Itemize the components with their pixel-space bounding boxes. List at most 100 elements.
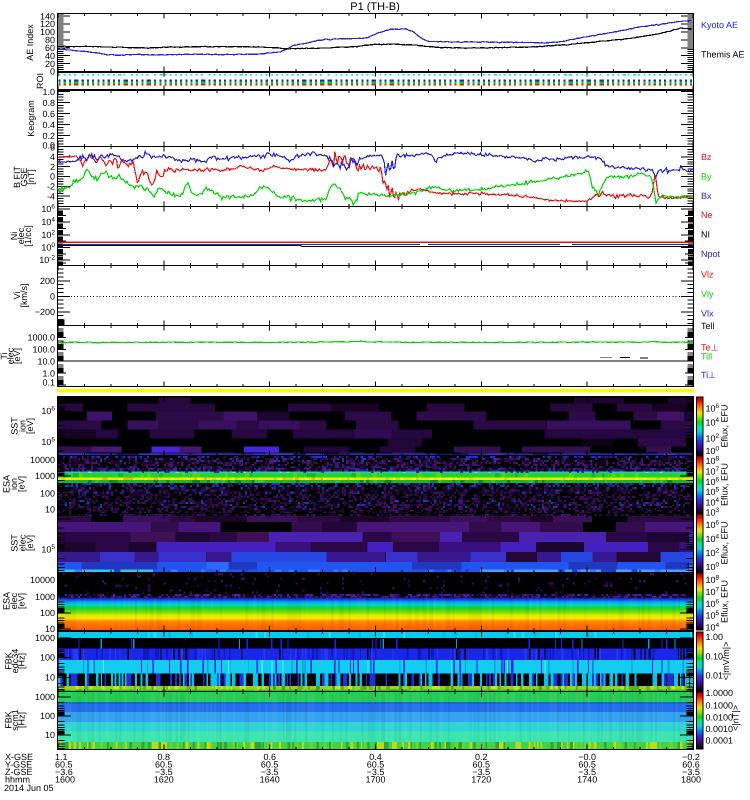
svg-text:105: 105: [706, 487, 720, 498]
svg-text:120: 120: [40, 19, 55, 29]
svg-text:NI: NI: [701, 229, 710, 239]
svg-text:102: 102: [41, 230, 55, 241]
svg-text:108: 108: [706, 575, 720, 586]
svg-text:[km/s]: [km/s]: [19, 284, 29, 308]
svg-text:100: 100: [40, 711, 55, 721]
svg-text:1.0: 1.0: [42, 368, 55, 378]
svg-text:60: 60: [45, 43, 55, 53]
svg-text:100.0: 100.0: [32, 345, 55, 355]
svg-text:60.5: 60.5: [155, 760, 173, 770]
svg-text:104: 104: [706, 622, 720, 633]
svg-text:60.5: 60.5: [367, 760, 385, 770]
svg-text:0: 0: [50, 292, 55, 302]
svg-text:60.6: 60.6: [682, 760, 700, 770]
svg-text:0: 0: [50, 67, 55, 77]
svg-text:0.2: 0.2: [42, 131, 55, 141]
svg-text:1720: 1720: [471, 775, 491, 785]
svg-text:−3.5: −3.5: [578, 767, 596, 777]
svg-text:0.6: 0.6: [42, 109, 55, 119]
svg-text:0.0010: 0.0010: [706, 724, 734, 734]
svg-text:scm1: scm1: [10, 709, 20, 731]
svg-text:10.0: 10.0: [37, 356, 55, 366]
svg-text:<|nT|>: <|nT|>: [731, 705, 741, 731]
svg-text:106: 106: [706, 403, 720, 414]
svg-text:1800: 1800: [681, 775, 701, 785]
svg-text:0.2: 0.2: [475, 752, 488, 762]
svg-text:−3.5: −3.5: [155, 767, 173, 777]
svg-text:[1/cc]: [1/cc]: [23, 225, 33, 247]
svg-text:Vi: Vi: [12, 292, 22, 300]
svg-text:By: By: [701, 172, 712, 182]
svg-text:edc34: edc34: [10, 649, 20, 674]
svg-text:-2: -2: [47, 182, 55, 192]
svg-text:Te⊥: Te⊥: [701, 343, 719, 353]
svg-text:106: 106: [706, 520, 720, 531]
svg-text:106: 106: [41, 406, 55, 417]
svg-text:106: 106: [706, 476, 720, 487]
svg-text:0.0: 0.0: [42, 141, 55, 151]
svg-text:Vly: Vly: [701, 289, 714, 299]
svg-text:<|mV/m|>: <|mV/m|>: [721, 642, 731, 681]
svg-text:ESA: ESA: [2, 475, 12, 493]
svg-text:1.0: 1.0: [42, 87, 55, 97]
svg-text:FBK: FBK: [4, 711, 14, 729]
svg-text:FBK: FBK: [4, 652, 14, 670]
svg-text:elec: elec: [16, 227, 26, 244]
svg-text:2: 2: [50, 162, 55, 172]
svg-text:6: 6: [50, 142, 55, 152]
svg-text:4: 4: [50, 152, 55, 162]
svg-text:0.4: 0.4: [369, 752, 382, 762]
svg-text:elec: elec: [6, 347, 16, 364]
svg-text:1.0000: 1.0000: [706, 688, 734, 698]
svg-text:2014 Jun 05: 2014 Jun 05: [4, 783, 54, 793]
svg-text:60.5: 60.5: [578, 760, 596, 770]
svg-text:106: 106: [41, 204, 55, 215]
svg-text:10-2: 10-2: [39, 255, 55, 266]
svg-text:Bz: Bz: [701, 152, 712, 162]
svg-text:1000: 1000: [35, 633, 55, 643]
svg-text:[eV]: [eV]: [25, 418, 35, 434]
svg-text:ion: ion: [18, 420, 28, 432]
svg-text:20: 20: [45, 59, 55, 69]
svg-text:80: 80: [45, 35, 55, 45]
svg-text:102: 102: [706, 548, 720, 559]
svg-text:Kyoto AE: Kyoto AE: [701, 20, 738, 30]
svg-text:Z-GSE: Z-GSE: [5, 767, 33, 777]
svg-text:200: 200: [40, 276, 55, 286]
svg-text:60.5: 60.5: [261, 760, 279, 770]
svg-text:Eflux, EFU: Eflux, EFU: [720, 404, 730, 447]
svg-text:0.8: 0.8: [42, 98, 55, 108]
svg-text:1.1: 1.1: [55, 752, 68, 762]
svg-text:−0.2: −0.2: [682, 752, 700, 762]
svg-text:10: 10: [45, 673, 55, 683]
svg-text:[nT]: [nT]: [26, 169, 36, 185]
svg-text:102: 102: [706, 433, 720, 444]
svg-text:ESA: ESA: [2, 592, 12, 610]
svg-text:1.00: 1.00: [706, 632, 724, 642]
svg-text:100: 100: [40, 608, 55, 618]
svg-text:Ne: Ne: [701, 210, 713, 220]
svg-text:100: 100: [40, 653, 55, 663]
svg-text:105: 105: [41, 544, 55, 555]
svg-text:−0.0: −0.0: [578, 752, 596, 762]
svg-text:1000.0: 1000.0: [27, 333, 55, 343]
svg-text:[eV]: [eV]: [17, 476, 27, 492]
svg-text:1000: 1000: [35, 592, 55, 602]
svg-text:103: 103: [706, 507, 720, 518]
svg-text:108: 108: [706, 456, 720, 467]
svg-text:[Hz]: [Hz]: [17, 712, 27, 728]
svg-text:1600: 1600: [55, 775, 75, 785]
svg-text:−3.5: −3.5: [367, 767, 385, 777]
svg-text:Eflux, EFU: Eflux, EFU: [720, 580, 730, 623]
svg-text:105: 105: [706, 610, 720, 621]
svg-text:10000: 10000: [30, 455, 55, 465]
svg-text:104: 104: [706, 497, 720, 508]
svg-text:AE Index: AE Index: [25, 24, 35, 61]
svg-text:B FIT: B FIT: [12, 165, 22, 188]
svg-text:1700: 1700: [365, 775, 385, 785]
svg-text:[eV]: [eV]: [12, 348, 22, 364]
svg-text:[eV]: [eV]: [25, 535, 35, 551]
svg-text:107: 107: [706, 466, 720, 477]
svg-text:Y-GSE: Y-GSE: [5, 760, 32, 770]
svg-text:105: 105: [41, 436, 55, 447]
